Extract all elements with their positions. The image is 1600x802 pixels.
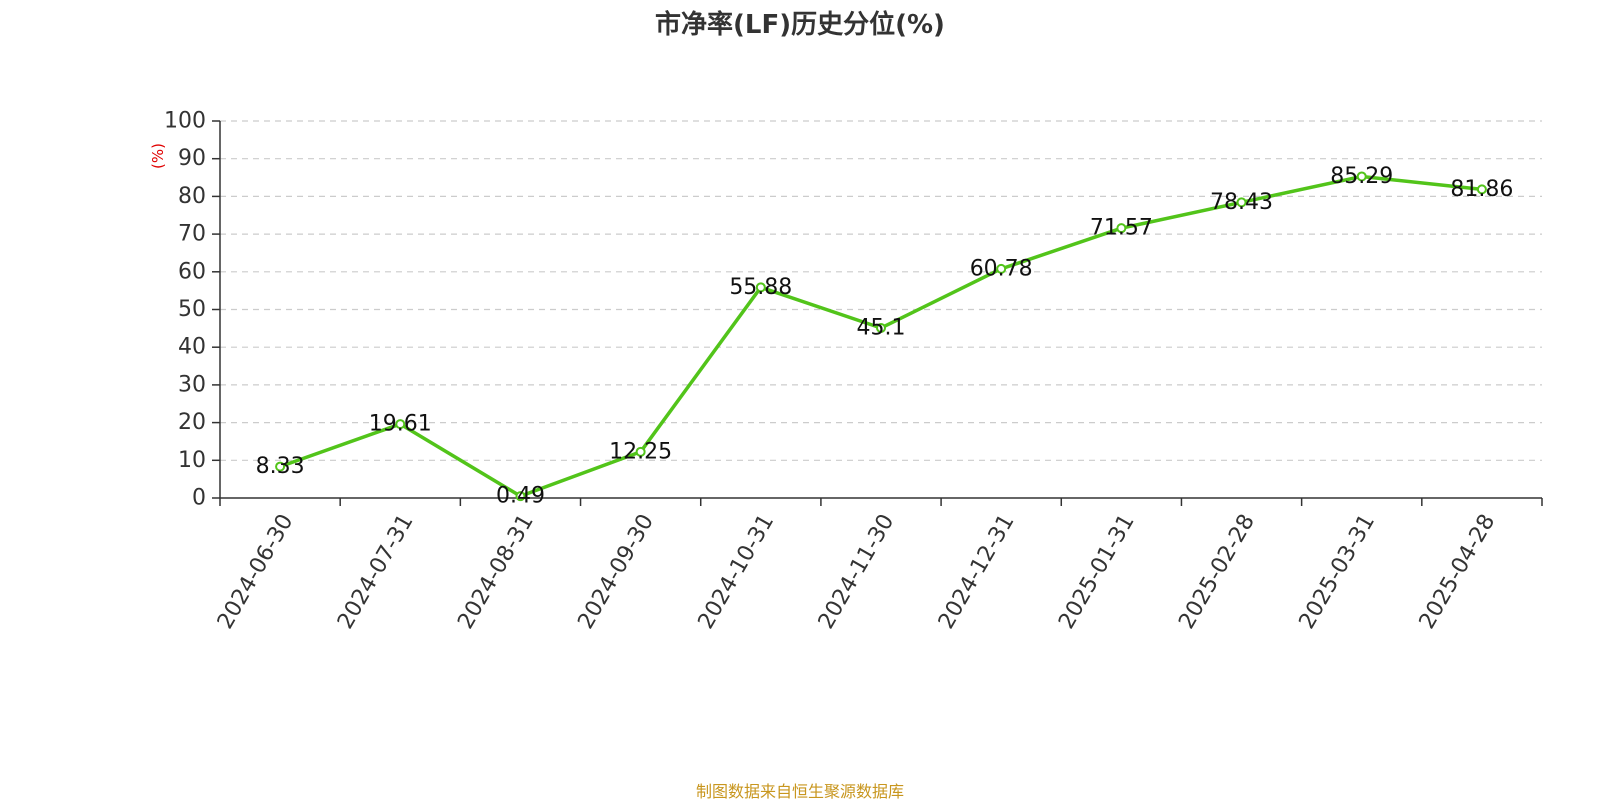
data-label: 71.57 — [1090, 216, 1153, 241]
x-tick-label: 2024-11-30 — [814, 510, 900, 633]
data-labels: 8.33 19.61 0.49 12.25 55.88 45.1 60.78 71.57 78.… — [256, 164, 1514, 509]
chart-title: 市净率(LF)历史分位(%) — [655, 10, 945, 40]
data-point[interactable] — [1356, 171, 1367, 182]
x-tick-label: 2025-03-31 — [1295, 510, 1381, 633]
y-tick-label: 80 — [178, 184, 206, 209]
gridlines — [220, 120, 1542, 461]
x-tick-label: 2024-10-31 — [694, 510, 780, 633]
data-point[interactable] — [1476, 184, 1487, 195]
data-point[interactable] — [755, 282, 766, 293]
data-point[interactable] — [1236, 197, 1247, 208]
x-tick-label: 2024-08-31 — [453, 510, 539, 633]
data-label: 81.86 — [1450, 177, 1513, 202]
data-point[interactable] — [275, 461, 286, 472]
series-line-group — [275, 171, 1487, 502]
y-tick-label: 60 — [178, 259, 206, 284]
y-tick-label: 30 — [178, 372, 206, 397]
data-point[interactable] — [996, 263, 1007, 274]
x-tick-label: 2025-04-28 — [1415, 510, 1501, 633]
data-label: 8.33 — [256, 454, 305, 479]
data-point[interactable] — [635, 446, 646, 457]
data-point[interactable] — [515, 491, 526, 502]
data-label: 60.78 — [970, 256, 1033, 281]
x-tick-label: 2024-07-31 — [333, 510, 419, 633]
data-point[interactable] — [876, 322, 886, 333]
y-tick-label: 70 — [178, 222, 206, 247]
source-note: 制图数据来自恒生聚源数据库 — [695, 782, 904, 801]
y-axis-label: (%) — [149, 143, 167, 169]
y-tick-label: 40 — [178, 335, 206, 360]
data-label: 78.43 — [1210, 190, 1273, 215]
y-tick-label: 20 — [178, 410, 206, 435]
y-tick-label: 90 — [178, 146, 206, 171]
x-tick-label: 2025-02-28 — [1174, 510, 1260, 633]
x-tick-label: 2024-06-30 — [213, 510, 299, 633]
x-tick-label: 2024-09-30 — [573, 510, 659, 633]
y-tick-label: 50 — [178, 297, 206, 322]
y-tick-label: 10 — [178, 448, 206, 473]
data-label: 85.29 — [1330, 164, 1393, 189]
data-label: 19.61 — [369, 412, 432, 437]
y-tick-label: 0 — [192, 486, 206, 511]
data-point[interactable] — [395, 419, 406, 430]
data-point[interactable] — [1116, 223, 1127, 234]
y-tick-labels: 0 10 20 30 40 50 60 70 80 90 100 — [164, 109, 220, 511]
y-tick-label: 100 — [164, 109, 206, 134]
data-label: 12.25 — [609, 439, 672, 464]
data-label: 55.88 — [729, 275, 792, 300]
x-tick-labels: 2024-06-30 2024-07-31 2024-08-31 2024-09-30… — [213, 498, 1543, 633]
data-label: 45.1 — [857, 315, 906, 340]
data-label: 0.49 — [496, 484, 545, 509]
x-tick-label: 2025-01-31 — [1054, 510, 1140, 633]
x-tick-label: 2024-12-31 — [934, 510, 1020, 633]
